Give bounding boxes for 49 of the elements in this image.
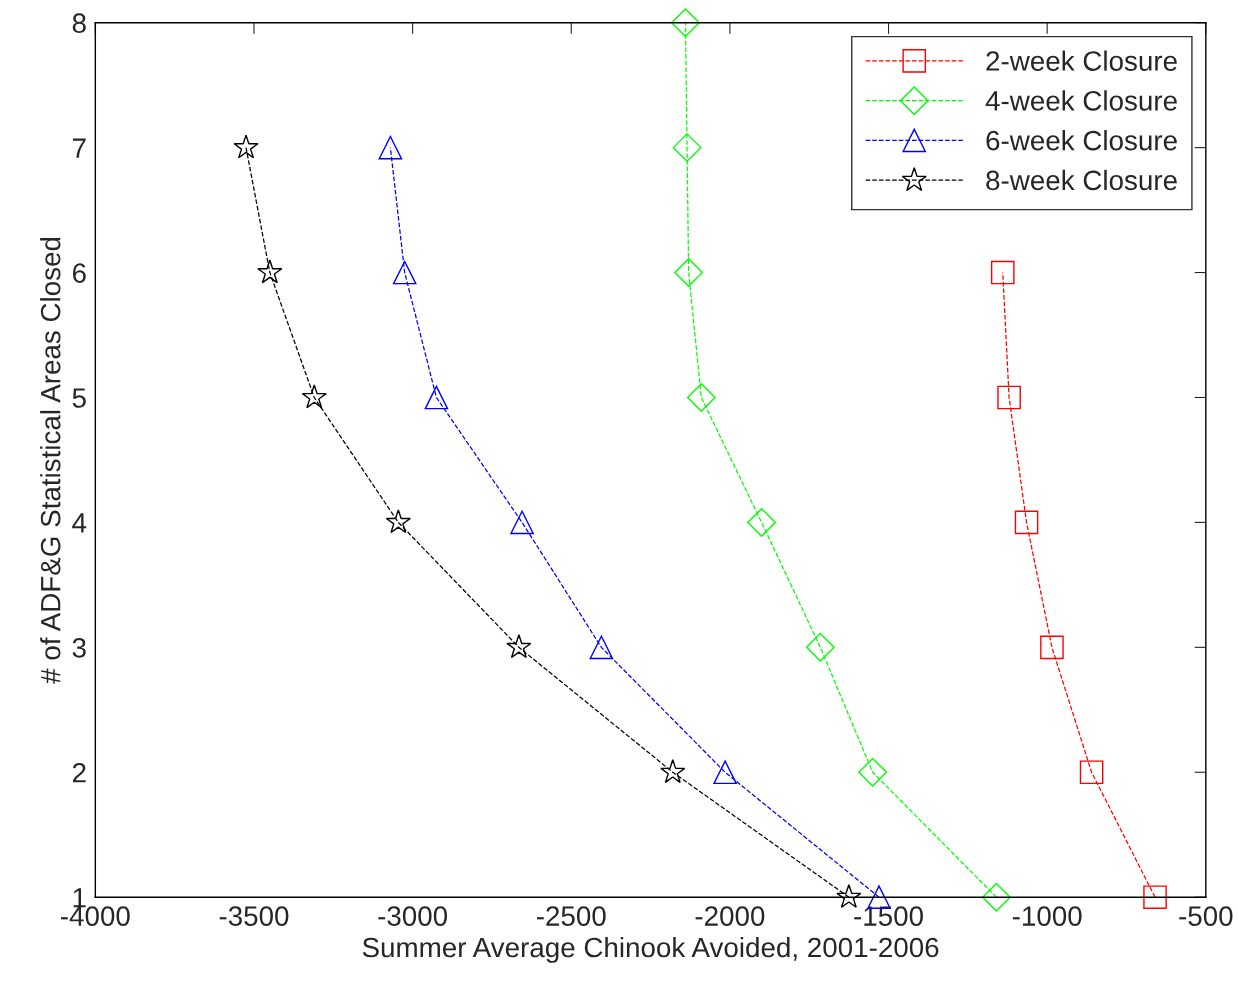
point — [674, 258, 704, 287]
y-tick-label: 1 — [73, 888, 86, 908]
legend-label: 6-week Closure — [986, 130, 1177, 151]
point — [392, 260, 417, 285]
point — [257, 259, 283, 284]
x-tick-label: -4000 — [61, 906, 130, 926]
y-tick-label: 4 — [72, 513, 87, 533]
y-tick-label: 8 — [72, 13, 86, 34]
point — [981, 882, 1011, 912]
x-tick-label: -500 — [1179, 906, 1233, 926]
x-tick-label: -2000 — [695, 906, 765, 926]
point — [378, 135, 403, 160]
point — [671, 8, 700, 38]
point — [589, 635, 614, 660]
point — [1079, 760, 1104, 785]
y-tick-label: 5 — [72, 388, 86, 408]
point — [1143, 885, 1167, 909]
point — [686, 383, 716, 412]
x-tick-label: -2500 — [536, 906, 606, 926]
point — [836, 883, 862, 908]
point — [997, 385, 1021, 410]
point — [510, 510, 534, 535]
x-tick-label: -1000 — [1012, 906, 1082, 926]
point — [233, 134, 259, 159]
x-tick-label: -3000 — [378, 906, 448, 926]
y-tick-label: 2 — [72, 762, 86, 783]
point — [385, 509, 411, 534]
y-tick-label: 3 — [72, 638, 86, 658]
point — [506, 634, 532, 659]
legend-label: 4-week Closure — [985, 90, 1177, 111]
point — [713, 760, 737, 785]
point — [805, 632, 835, 662]
point — [672, 133, 702, 163]
y-tick-label: 7 — [72, 138, 86, 158]
y-axis-title: # of ADF&G Statistical Areas Closed — [40, 237, 61, 684]
legend-label: 8-week Closure — [986, 169, 1177, 191]
point — [301, 384, 327, 409]
point — [1014, 510, 1039, 535]
x-axis-title: Summer Average Chinook Avoided, 2001-2006 — [362, 936, 939, 963]
x-tick-label: -3500 — [219, 906, 289, 926]
x-tick-label: -1500 — [854, 906, 923, 926]
point — [858, 757, 888, 787]
y-tick-label: 6 — [72, 263, 86, 283]
legend-label: 2-week Closure — [986, 50, 1177, 71]
point — [747, 507, 777, 537]
point — [990, 260, 1015, 285]
point — [660, 759, 686, 784]
point — [424, 385, 449, 410]
point — [1040, 635, 1064, 660]
